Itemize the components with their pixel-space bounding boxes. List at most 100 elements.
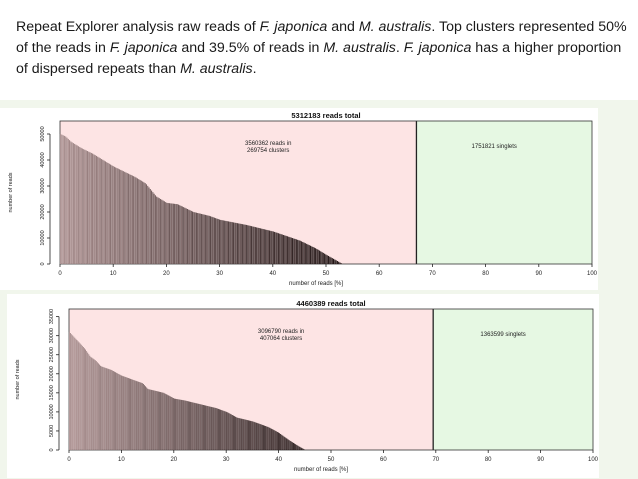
x-tick-label: 90 [535,271,542,277]
cluster-bar [176,398,178,450]
cluster-bar [68,140,71,264]
cluster-bar [299,446,301,450]
cluster-bar [260,424,262,450]
x-tick-label: 20 [163,271,170,277]
cluster-bar [157,197,159,264]
cluster-bar [183,207,185,264]
cluster-bar [263,229,265,264]
cluster-bar [162,392,164,450]
cluster-bar [325,254,327,264]
cluster-bar [253,421,255,450]
cluster-bar [170,203,172,264]
cluster-bar [240,223,242,264]
cluster-bar [72,335,74,450]
cluster-bar [266,229,268,264]
cluster-bar [175,203,177,264]
cluster-bar [287,439,289,450]
cluster-bar [274,231,276,264]
cluster-bar [273,430,275,450]
singlet-region [433,309,593,450]
chart-title: 5312183 reads total [291,111,360,120]
y-tick-label: 40000 [40,152,46,167]
cluster-bar [110,369,112,450]
cluster-bar [246,420,248,450]
cluster-bar [252,226,254,264]
cluster-bar [153,193,155,264]
y-tick-label: 30000 [40,178,46,193]
x-tick-label: 0 [67,457,71,463]
cluster-bar [63,135,65,264]
cluster-size-chart-top: 5312183 reads total 3560362 reads in26975… [8,111,598,287]
cluster-bar [284,437,286,450]
cluster-bar [186,209,189,264]
cluster-bar [136,178,139,264]
cluster-bar [93,154,95,264]
cluster-bar [92,153,94,264]
cluster-bar [192,211,194,264]
species-name: M. australis [358,19,432,36]
cluster-bar [218,219,221,264]
cluster-bar [155,391,157,450]
singlet-label: 1363599 singlets [480,332,525,338]
y-tick-label: 20000 [40,204,46,219]
cluster-bar [220,409,222,450]
cluster-bar [72,143,74,264]
cluster-bar [106,368,108,450]
cluster-bar [70,141,72,264]
cluster-bar [98,157,100,264]
cluster-bar [215,218,217,264]
cluster-bar [118,169,121,264]
cluster-bar [339,262,341,264]
caption-text: . Top clusters represented 50% of the re… [16,19,627,57]
cluster-bar [99,158,101,264]
cluster-bar [275,232,277,264]
cluster-bar [298,446,300,450]
cluster-bar [285,235,287,264]
y-tick-label: 5000 [49,425,55,437]
cluster-bar [296,444,298,450]
y-tick-label: 10000 [40,230,46,245]
x-axis-label: number of reads [%] [294,467,348,473]
cluster-bar [205,405,207,450]
x-tick-label: 40 [275,457,282,463]
cluster-bar [206,405,208,450]
cluster-bar [88,354,90,450]
cluster-bar [240,418,242,450]
cluster-bar [279,233,281,264]
cluster-bar [267,426,269,450]
x-tick-label: 10 [118,457,125,463]
cluster-bar [137,381,139,450]
cluster-bar [230,221,232,264]
cluster-bar [103,367,105,450]
cluster-bar [188,209,190,264]
cluster-bar [293,238,295,264]
cluster-bar [71,142,73,264]
cluster-bar [108,369,110,450]
cluster-bar [112,371,114,450]
cluster-bar [134,380,136,450]
cluster-bar [117,168,119,264]
cluster-bar [254,227,256,264]
cluster-bar [111,370,113,450]
cluster-bar [239,223,241,264]
cluster-bar [256,422,258,450]
cluster-bar [139,382,141,450]
cluster-bar [126,173,128,264]
cluster-bar [190,401,192,450]
cluster-bar [208,406,210,450]
cluster-bar [204,214,206,264]
cluster-bar [89,152,91,264]
cluster-bar [109,164,112,264]
cluster-bar [237,417,239,450]
cluster-bar [207,406,209,450]
x-tick-label: 40 [269,271,276,277]
cluster-bar [125,377,127,450]
cluster-bar [309,245,312,264]
cluster-bar [140,180,142,264]
cluster-bar [299,240,301,264]
cluster-bar [297,239,299,264]
cluster-bar [112,166,114,264]
cluster-bar [313,247,315,264]
caption-text: Repeat Explorer analysis raw reads of [16,19,260,36]
cluster-bar [270,230,272,264]
